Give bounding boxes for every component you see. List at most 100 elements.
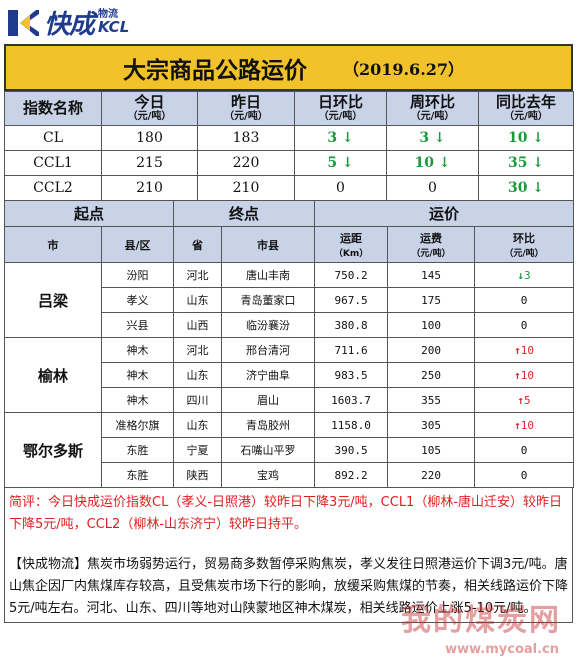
index-header-yoy-unit: （元/吨） [504,111,548,122]
route-group-header-row: 起点 终点 运价 [3,200,575,227]
index-header-week-unit: （元/吨） [410,111,455,122]
col-city: 市 [4,226,102,263]
index-header-week-label: 周环比 [409,93,455,111]
header: 快成 物流 KCL [0,0,577,40]
up-arrow-icon: ↑ [514,368,521,382]
fee: 220 [387,462,476,488]
fee: 355 [387,387,476,413]
col-distance: 运距 （Km） [314,226,389,263]
index-week-change: 10 ↓ [386,150,479,176]
col-county: 县/区 [100,226,175,263]
index-name-value: CCL2 [33,180,73,196]
col-fee: 运费 （元/吨） [387,226,476,263]
dest-province: 山东 [173,287,223,313]
index-yoy-change-value: 10 [507,130,528,146]
distance: 983.5 [314,362,389,388]
dest-province: 陕西 [173,462,223,488]
index-day-change-value: 5 [327,155,338,171]
route-row: 榆林 神木 河北 邢台清河 711.6 200 ↑10 [4,337,575,413]
price-change-value: 0 [520,468,528,482]
index-yoy-change: 35 ↓ [478,150,574,176]
report-frame: 大宗商品公路运价 （2019.6.27） 指数名称 今日 （元/吨） 昨日 （元… [3,44,575,623]
origin-city: 鄂尔多斯 [4,412,102,488]
index-header-yesterday-unit: （元/吨） [224,111,268,122]
up-arrow-icon: ↑ [514,418,521,432]
origin-county: 东胜 [100,437,175,463]
origin-county: 东胜 [100,462,175,488]
fee: 105 [387,437,476,463]
index-today-value: 210 [136,180,163,196]
index-yoy-change: 10 ↓ [478,125,574,151]
dest-city: 石嘴山平罗 [221,437,316,463]
down-arrow-icon: ↓ [337,155,354,171]
price-change: ↑10 [474,337,575,363]
down-arrow-icon: ↓ [337,130,354,146]
index-name: CCL1 [4,150,102,176]
index-yesterday: 220 [197,150,295,176]
origin-county: 神木 [100,387,175,413]
index-header-day-label: 日环比 [317,93,363,111]
index-yesterday-value: 210 [232,180,260,196]
price-change-value: 3 [524,268,531,282]
index-header-day-unit: （元/吨） [318,111,363,122]
distance: 711.6 [314,337,389,363]
distance: 967.5 [314,287,389,313]
dest-province: 山东 [173,412,223,438]
down-arrow-icon: ↓ [527,180,545,196]
price-change: ↑10 [474,362,575,388]
index-day-change: 3 ↓ [294,125,387,151]
dest-province: 山西 [173,312,223,338]
index-today: 215 [101,150,198,176]
summary-note: 简评：今日快成运价指数CL（孝义-日照港）较昨日下降3元/吨，CCL1（柳林-唐… [9,495,563,532]
dest-province: 山东 [173,362,223,388]
origin-county: 神木 [100,337,175,363]
index-header-row: 指数名称 今日 （元/吨） 昨日 （元/吨） 日环比 （元/吨） 周环比 （元/… [4,91,574,126]
index-yesterday-value: 220 [232,155,260,171]
index-yoy-change-value: 30 [507,180,528,196]
dest-city: 济宁曲阜 [221,362,316,388]
dest-city: 邢台清河 [221,337,316,363]
dest-province: 四川 [173,387,223,413]
index-header-today: 今日 （元/吨） [101,91,198,126]
index-week-change: 3 ↓ [386,125,479,151]
index-name: CL [4,125,102,151]
origin-county: 孝义 [100,287,175,313]
index-header-week: 周环比 （元/吨） [386,91,479,126]
fee: 200 [387,337,476,363]
col-fee-unit: （元/吨） [411,249,451,259]
index-today: 210 [101,175,198,201]
index-name-value: CCL1 [33,155,73,171]
origin-group-header: 起点 [3,200,175,227]
distance: 380.8 [314,312,389,338]
col-change: 环比 （元/吨） [474,226,575,263]
dest-city: 眉山 [221,387,316,413]
index-name-value: CL [42,130,63,146]
watermark-url: www.mycoal.cn [445,642,559,657]
price-change-value: 10 [520,368,534,382]
price-change: ↓3 [474,262,575,288]
price-change-value: 0 [520,443,528,457]
route-row: 东胜 宁夏 石嘴山平罗 390.5 105 0 [5,437,575,463]
fee: 145 [387,262,476,288]
col-distance-unit: （Km） [333,249,369,259]
dest-city: 唐山丰南 [221,262,316,288]
distance: 1603.7 [314,387,389,413]
index-table: 指数名称 今日 （元/吨） 昨日 （元/吨） 日环比 （元/吨） 周环比 （元/… [4,91,574,201]
origin-county: 准格尔旗 [100,412,175,438]
price-change: 0 [474,437,575,463]
index-day-change-value: 3 [327,130,338,146]
down-arrow-icon: ↓ [527,130,545,146]
index-header-today-unit: （元/吨） [127,111,172,122]
index-today: 180 [101,125,198,151]
origin-county: 汾阳 [100,262,175,288]
market-note: 【快成物流】焦炭市场弱势运行，贸易商多数暂停采购焦炭，孝义发往日照港运价下调3元… [9,557,569,616]
title-bar: 大宗商品公路运价 （2019.6.27） [4,44,573,91]
brand-sub: 物流 KCL [98,10,129,35]
index-header-name: 指数名称 [4,91,102,126]
origin-city: 吕梁 [4,262,102,338]
origin-city: 榆林 [4,337,102,413]
route-row: 兴县 山西 临汾襄汾 380.8 100 0 [5,312,575,338]
index-name: CCL2 [4,175,102,201]
down-arrow-icon: ↓ [429,130,446,146]
brand-logo[interactable]: 快成 物流 KCL [6,4,129,41]
